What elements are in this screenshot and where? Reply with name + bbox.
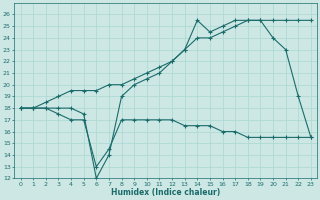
X-axis label: Humidex (Indice chaleur): Humidex (Indice chaleur) [111, 188, 220, 197]
